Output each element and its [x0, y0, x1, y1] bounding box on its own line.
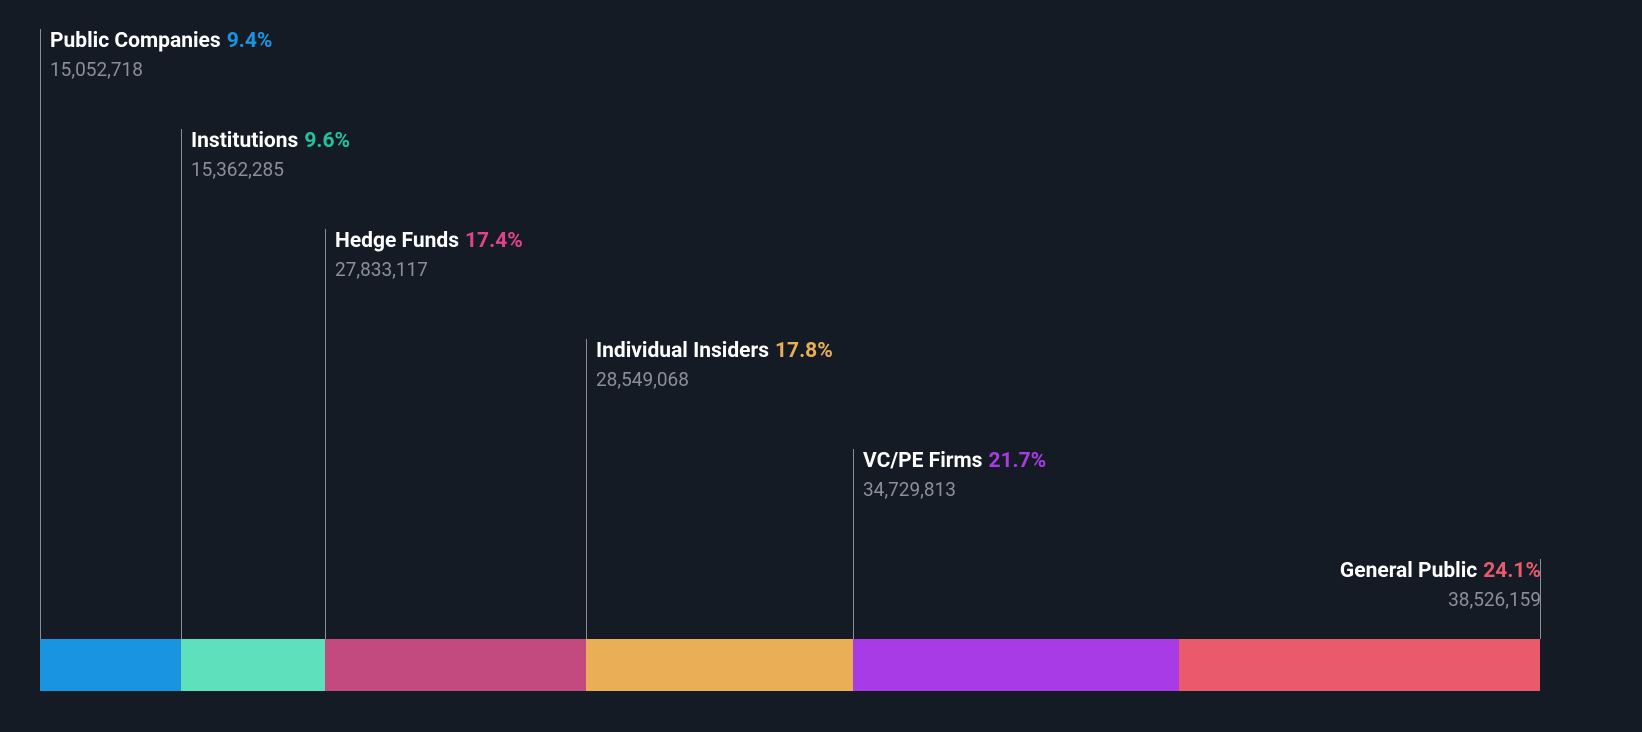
segment-title: Public Companies9.4% [50, 28, 272, 54]
bar-segment[interactable] [181, 639, 325, 691]
segment-name: Individual Insiders [596, 339, 769, 363]
segment-name: Institutions [191, 129, 298, 153]
bar-segment[interactable] [586, 639, 853, 691]
segment-value: 38,526,159 [1340, 588, 1541, 612]
segment-name: Hedge Funds [335, 229, 459, 253]
segment-label: Hedge Funds17.4% 27,833,117 [335, 228, 523, 282]
tick-line [853, 449, 854, 639]
segment-percent: 17.4% [465, 229, 523, 253]
segment-title: Individual Insiders17.8% [596, 338, 833, 364]
segment-percent: 17.8% [775, 339, 833, 363]
segment-name: Public Companies [50, 29, 221, 53]
segment-value: 15,362,285 [191, 158, 350, 182]
bar-segment[interactable] [325, 639, 586, 691]
segment-label: Individual Insiders17.8% 28,549,068 [596, 338, 833, 392]
segment-name: VC/PE Firms [863, 449, 982, 473]
bar-segment[interactable] [40, 639, 181, 691]
segment-percent: 24.1% [1483, 559, 1541, 583]
bar-segment[interactable] [853, 639, 1179, 691]
ownership-chart: Public Companies9.4% 15,052,718 Institutio… [40, 0, 1602, 732]
tick-line [40, 29, 41, 639]
segment-name: General Public [1340, 559, 1477, 583]
segment-percent: 9.6% [304, 129, 350, 153]
segment-percent: 21.7% [988, 449, 1046, 473]
segment-percent: 9.4% [227, 29, 273, 53]
segment-title: Institutions9.6% [191, 128, 350, 154]
bar-segment[interactable] [1179, 639, 1541, 691]
segment-title: General Public24.1% [1340, 558, 1541, 584]
segment-label: VC/PE Firms21.7% 34,729,813 [863, 448, 1046, 502]
segment-value: 27,833,117 [335, 258, 523, 282]
segment-label: Institutions9.6% 15,362,285 [191, 128, 350, 182]
segment-value: 15,052,718 [50, 58, 272, 82]
segment-label: Public Companies9.4% 15,052,718 [50, 28, 272, 82]
segment-title: VC/PE Firms21.7% [863, 448, 1046, 474]
segment-title: Hedge Funds17.4% [335, 228, 523, 254]
tick-line [181, 129, 182, 639]
tick-line [325, 229, 326, 639]
segment-value: 28,549,068 [596, 368, 833, 392]
segment-value: 34,729,813 [863, 478, 1046, 502]
tick-line [586, 339, 587, 639]
segment-label: General Public24.1% 38,526,159 [1340, 558, 1541, 612]
bar-row [40, 639, 1540, 691]
